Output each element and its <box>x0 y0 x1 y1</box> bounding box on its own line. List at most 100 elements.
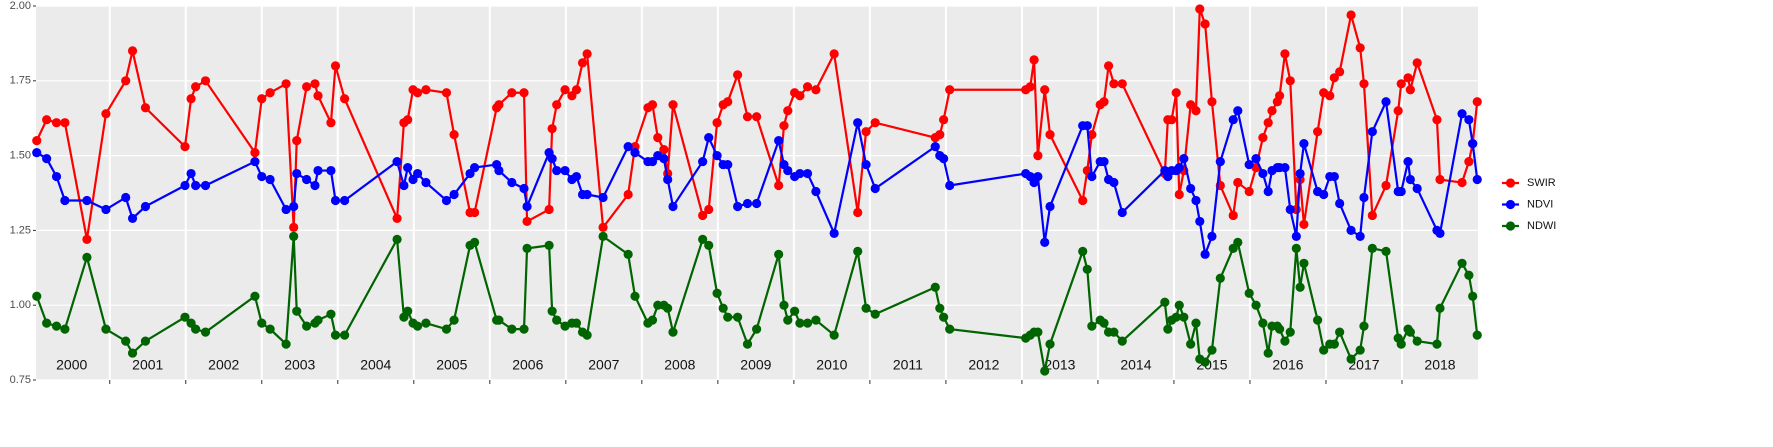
data-point <box>313 165 323 176</box>
data-point <box>289 231 299 241</box>
data-point <box>412 88 423 98</box>
data-point <box>1263 186 1273 197</box>
data-point <box>668 327 678 337</box>
data-point <box>1160 297 1170 307</box>
data-point <box>494 100 504 110</box>
data-point <box>939 115 949 125</box>
data-point <box>180 180 190 191</box>
x-tick-label: 2018 <box>1424 357 1455 373</box>
y-tick-label: 1.25 <box>10 224 31 236</box>
data-point <box>577 58 588 68</box>
data-point <box>32 291 42 301</box>
data-point <box>180 142 190 152</box>
data-point <box>140 201 151 212</box>
data-point <box>1329 73 1339 83</box>
data-point <box>853 207 863 218</box>
data-point <box>1280 49 1290 59</box>
data-point <box>853 246 863 256</box>
data-point <box>121 336 131 346</box>
data-point <box>723 312 733 322</box>
data-point <box>494 165 504 176</box>
data-point <box>560 85 570 95</box>
data-point <box>779 121 789 131</box>
x-tick-label: 2017 <box>1348 357 1379 373</box>
data-point <box>340 195 350 206</box>
data-point <box>552 165 562 176</box>
data-point <box>1099 156 1109 167</box>
data-point <box>829 330 839 340</box>
data-point <box>547 124 557 134</box>
data-point <box>704 133 714 143</box>
data-point <box>1263 348 1273 358</box>
data-point <box>1355 231 1365 241</box>
data-point <box>647 315 658 325</box>
data-point <box>1299 139 1309 149</box>
data-point <box>774 136 784 146</box>
data-point <box>403 306 413 316</box>
data-point <box>1295 282 1305 292</box>
data-point <box>1195 4 1205 14</box>
data-point <box>544 240 554 250</box>
data-point <box>522 243 532 253</box>
data-point <box>945 180 955 191</box>
data-point <box>51 321 62 331</box>
data-point <box>1403 156 1413 167</box>
data-point <box>1457 109 1467 119</box>
data-point <box>712 288 722 298</box>
data-point <box>1396 186 1406 197</box>
data-point <box>647 156 658 167</box>
data-point <box>522 201 532 212</box>
data-point <box>1174 162 1184 173</box>
data-point <box>1329 339 1339 349</box>
data-point <box>802 168 813 179</box>
data-point <box>1396 79 1406 89</box>
data-point <box>1367 243 1377 253</box>
x-tick-label: 2005 <box>436 357 467 373</box>
data-point <box>281 339 291 349</box>
data-point <box>623 249 633 259</box>
data-point <box>939 153 949 164</box>
data-point <box>257 171 267 182</box>
data-point <box>861 159 871 170</box>
data-point <box>829 228 839 238</box>
data-point <box>1040 237 1050 247</box>
data-point <box>1280 336 1290 346</box>
data-point <box>310 180 320 191</box>
y-tick-label: 1.00 <box>10 299 31 311</box>
data-point <box>582 49 592 59</box>
data-point <box>121 76 131 86</box>
data-point <box>281 204 291 215</box>
data-point <box>1200 249 1210 259</box>
data-point <box>1087 321 1097 331</box>
data-point <box>779 300 789 310</box>
data-point <box>853 118 863 128</box>
data-point <box>82 252 92 262</box>
data-point <box>861 303 871 313</box>
data-point <box>1367 127 1377 137</box>
data-point <box>623 189 633 200</box>
data-point <box>1082 121 1092 131</box>
data-point <box>1267 106 1277 116</box>
data-point <box>1186 100 1196 110</box>
data-point <box>1174 300 1184 310</box>
x-tick-label: 2010 <box>816 357 847 373</box>
data-point <box>51 118 62 128</box>
data-point <box>547 306 557 316</box>
data-point <box>1285 327 1295 337</box>
data-point <box>1244 159 1254 170</box>
data-point <box>1191 195 1201 206</box>
x-tick-label: 2007 <box>588 357 619 373</box>
data-point <box>1335 327 1345 337</box>
data-point <box>1325 91 1335 101</box>
data-point <box>552 315 562 325</box>
data-point <box>829 49 839 59</box>
x-tick-label: 2003 <box>284 357 315 373</box>
data-point <box>930 282 940 292</box>
x-tick-label: 2000 <box>56 357 87 373</box>
data-point <box>1468 291 1478 301</box>
data-point <box>790 306 800 316</box>
data-point <box>1319 345 1329 355</box>
data-point <box>935 130 945 140</box>
data-point <box>82 234 92 244</box>
data-point <box>289 201 299 212</box>
